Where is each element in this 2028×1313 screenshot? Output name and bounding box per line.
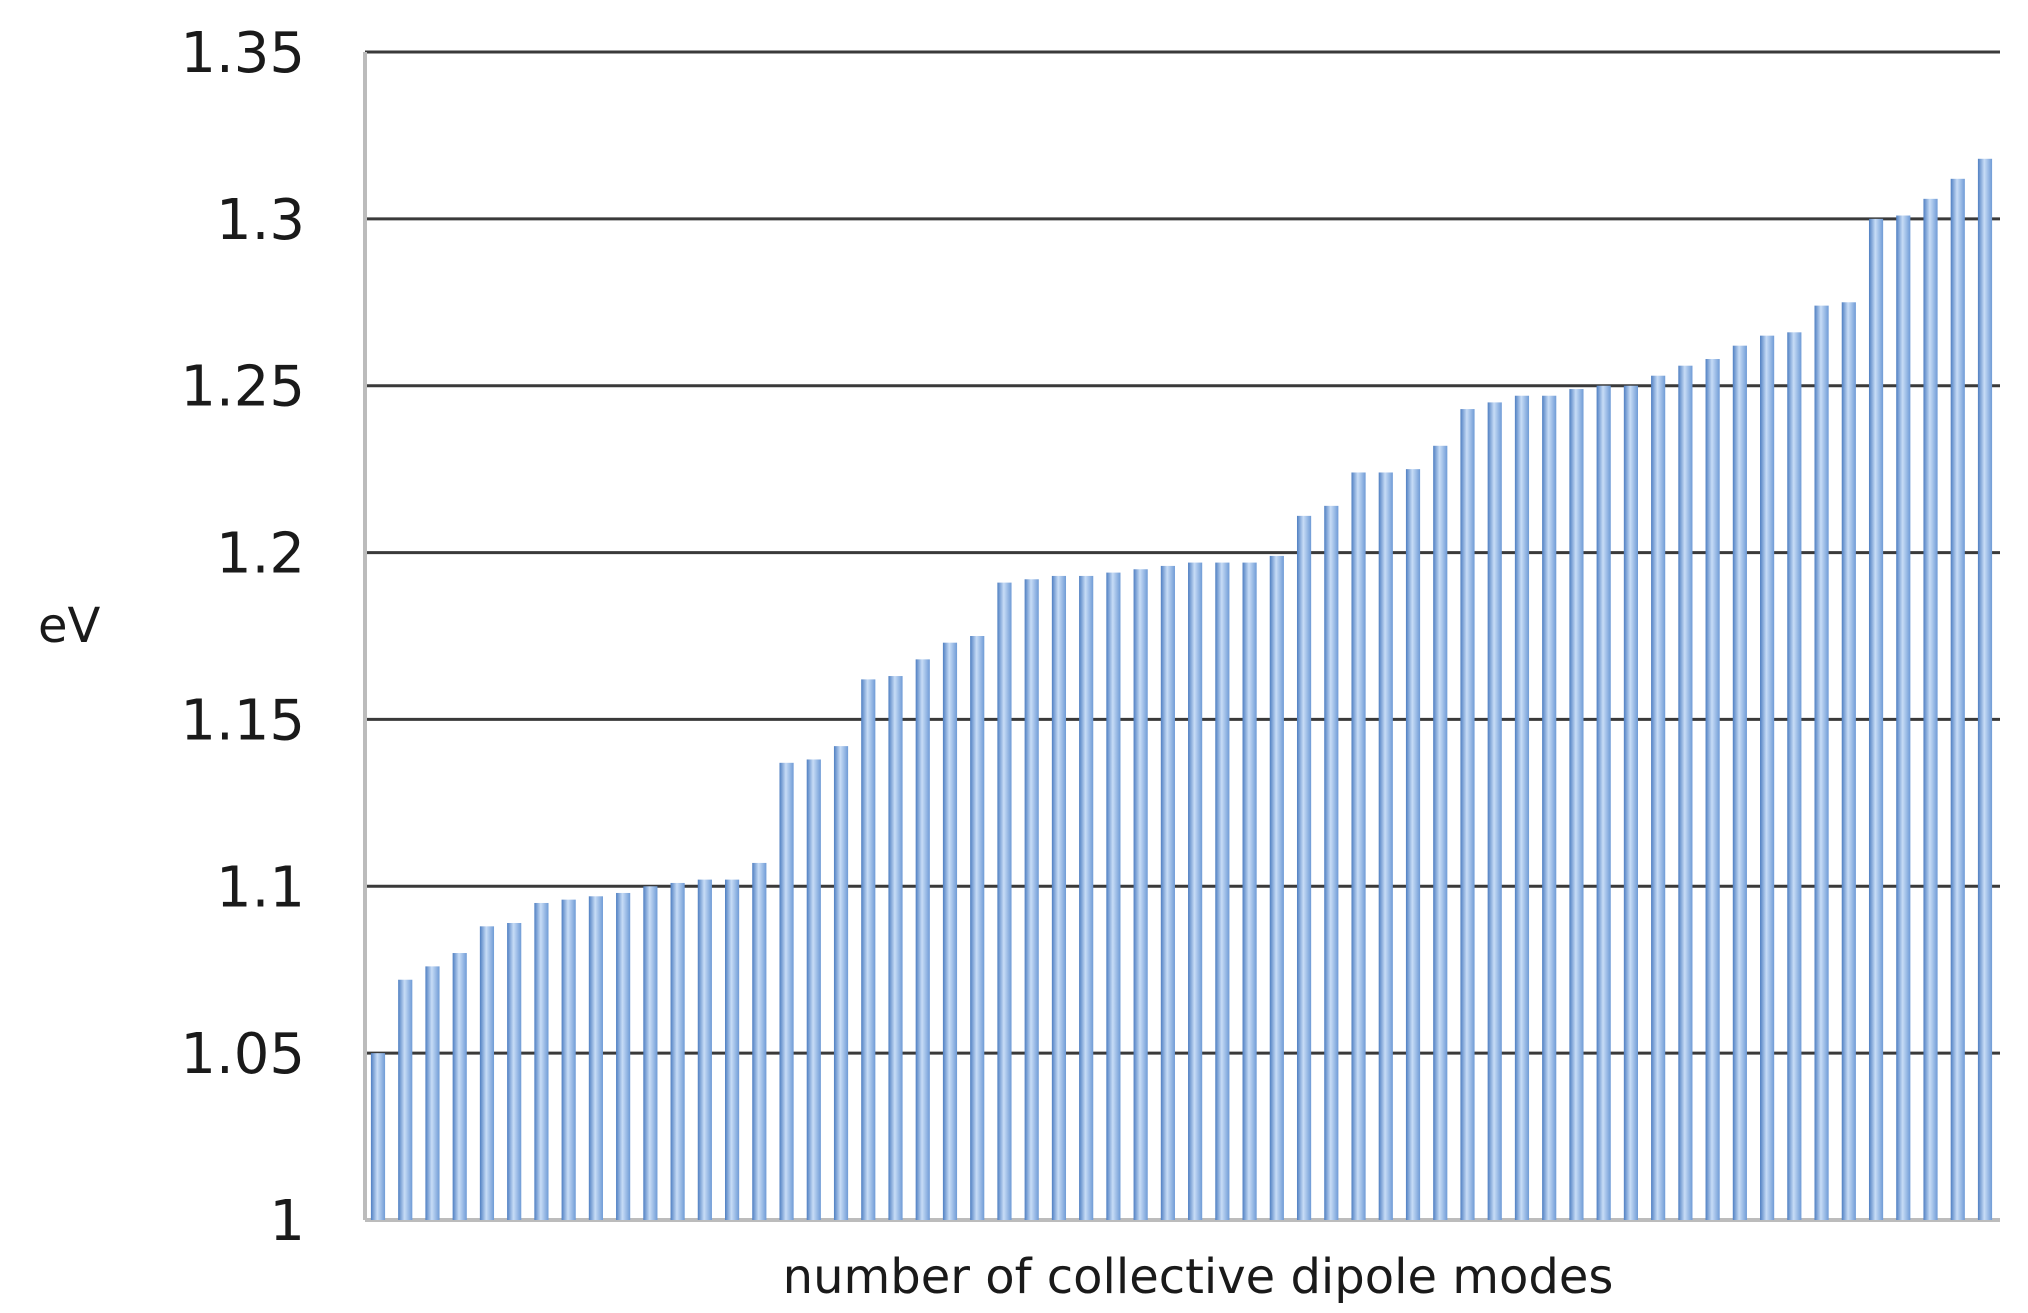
bar [1651, 375, 1666, 1220]
bar [643, 886, 658, 1220]
bar [1215, 562, 1230, 1220]
y-tick-label: 1 [269, 1189, 305, 1254]
bar [1814, 305, 1829, 1220]
bar [697, 879, 712, 1220]
bar [452, 953, 467, 1220]
bar [1705, 359, 1720, 1220]
bar [997, 582, 1012, 1220]
bar [752, 862, 767, 1220]
y-tick-labels: 1 1.05 1.1 1.15 1.2 1.25 1.3 1.35 [180, 21, 305, 1254]
bar [1487, 402, 1502, 1220]
bar [1051, 575, 1067, 1220]
bar [1950, 178, 1965, 1221]
bar [1896, 215, 1911, 1220]
y-tick-label: 1.35 [180, 21, 305, 86]
bar [1242, 562, 1257, 1220]
y-tick-label: 1.15 [180, 688, 305, 753]
bar [507, 922, 522, 1220]
y-tick-label: 1.3 [216, 188, 305, 253]
gridlines [363, 50, 2000, 1222]
bar [534, 902, 549, 1220]
bar [888, 676, 903, 1220]
bar [861, 679, 876, 1220]
bar [1596, 385, 1611, 1220]
y-axis-label: eV [38, 598, 101, 654]
bar [670, 882, 685, 1220]
bar [1405, 469, 1421, 1221]
bar [425, 966, 440, 1220]
bar [1079, 575, 1094, 1220]
bar [1923, 198, 1938, 1220]
y-tick-label: 1.1 [216, 855, 305, 920]
bar [1732, 345, 1747, 1220]
bar [398, 979, 413, 1220]
bar [370, 1053, 386, 1220]
bar [1569, 389, 1584, 1221]
bar [806, 759, 821, 1220]
bar [1351, 472, 1366, 1221]
bar [1433, 445, 1448, 1221]
bar [970, 636, 985, 1220]
bar [725, 879, 740, 1220]
bar [1269, 555, 1284, 1220]
bar [833, 746, 849, 1220]
bar [942, 642, 958, 1220]
bar [1378, 472, 1393, 1221]
bar [1324, 505, 1339, 1220]
bar [1542, 395, 1557, 1220]
bar [1623, 385, 1638, 1220]
bar [1296, 515, 1312, 1220]
bar [588, 896, 603, 1220]
bar [1787, 332, 1802, 1220]
y-tick-label: 1.25 [180, 355, 305, 420]
bar [479, 926, 495, 1220]
bar [561, 899, 576, 1220]
bar [1841, 302, 1856, 1220]
y-tick-label: 1.05 [180, 1022, 305, 1087]
bar [616, 892, 631, 1220]
bar [1106, 572, 1121, 1220]
bar [1160, 565, 1175, 1220]
bars [370, 158, 1993, 1221]
bar [1188, 562, 1203, 1220]
bar [1977, 158, 1993, 1220]
x-axis-label: number of collective dipole modes [783, 1249, 1614, 1305]
bar [1024, 579, 1039, 1220]
bar [1760, 335, 1775, 1221]
bar [1678, 365, 1693, 1221]
bar [915, 659, 930, 1220]
bar [1868, 218, 1884, 1220]
bar [779, 762, 794, 1220]
y-tick-label: 1.2 [216, 522, 305, 587]
bar [1133, 569, 1148, 1220]
bar [1460, 409, 1475, 1220]
bar [1514, 395, 1530, 1220]
